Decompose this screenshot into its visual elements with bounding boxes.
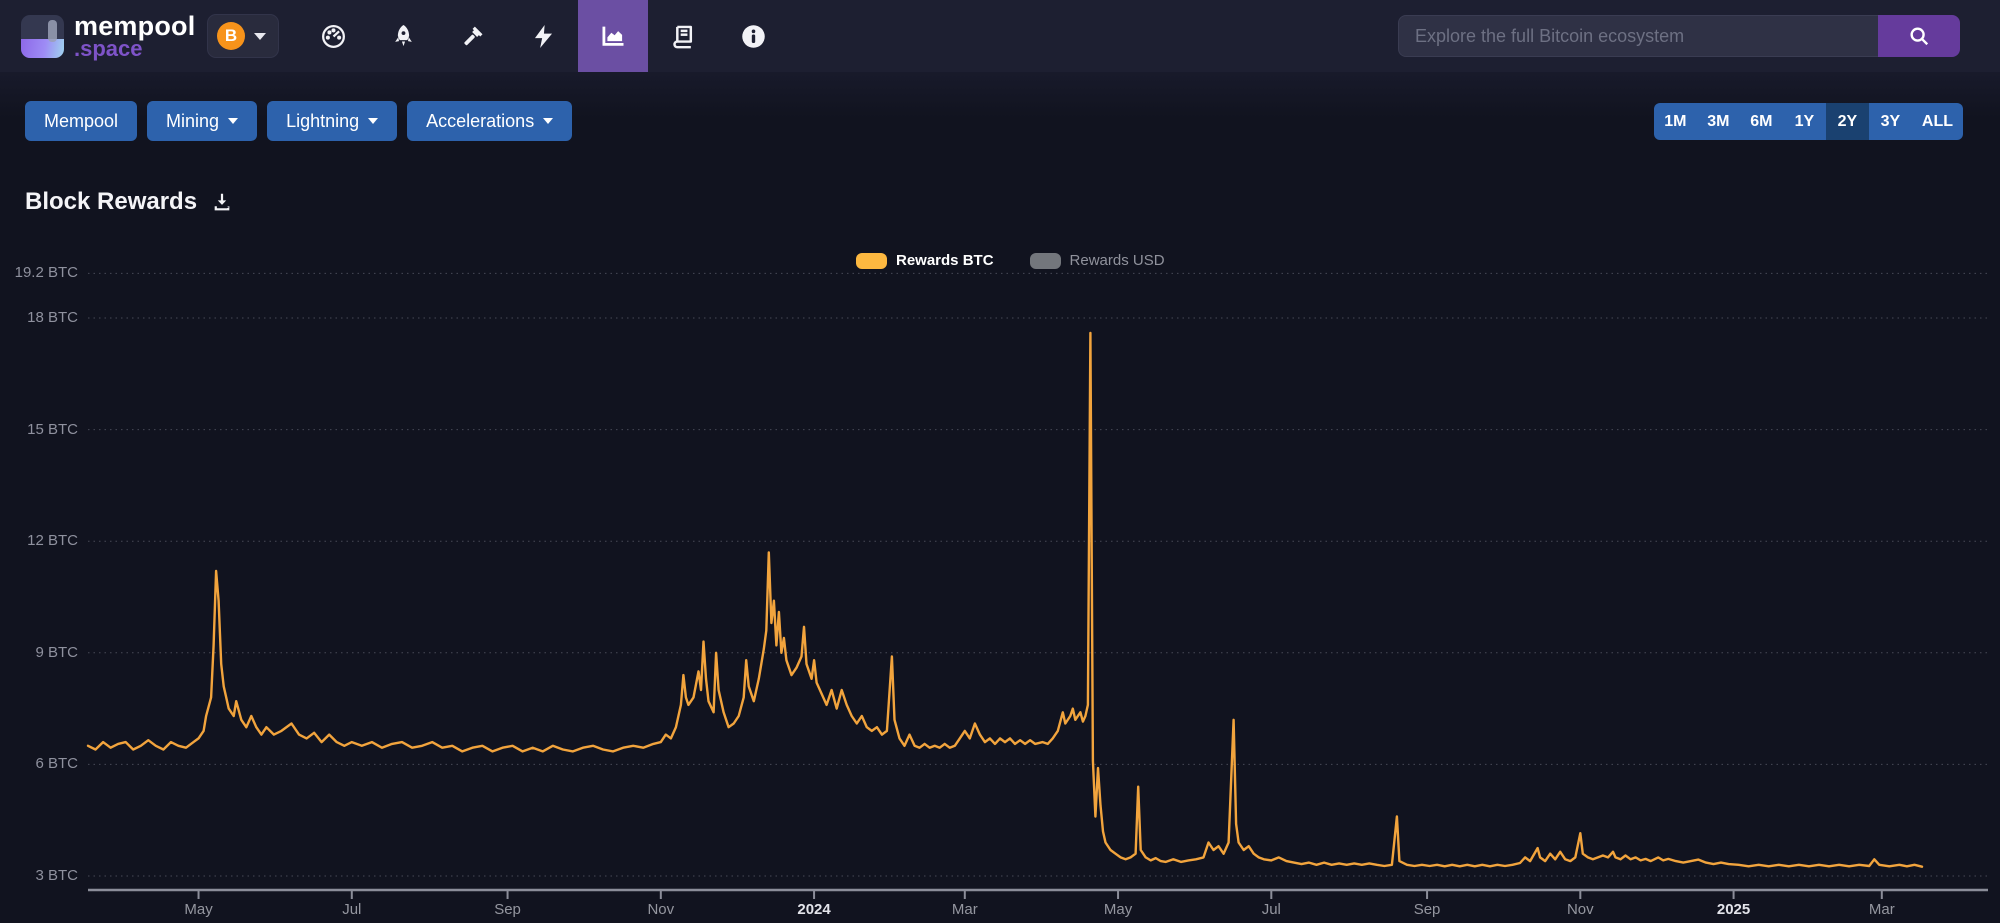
chevron-down-icon xyxy=(228,118,239,124)
range-button-1m[interactable]: 1M xyxy=(1653,103,1697,140)
legend-label: Rewards BTC xyxy=(896,252,994,269)
search-bar xyxy=(1398,15,1960,57)
page-title: Block Rewards xyxy=(25,188,198,215)
x-axis-label: May xyxy=(184,901,213,918)
main-nav xyxy=(298,0,788,72)
bitcoin-icon: B xyxy=(217,22,245,50)
menu-button-label: Mempool xyxy=(44,110,119,131)
search-button[interactable] xyxy=(1878,15,1960,57)
nav-rocket-icon[interactable] xyxy=(368,0,438,72)
chevron-down-icon xyxy=(543,118,554,124)
accelerations-menu-button[interactable]: Accelerations xyxy=(407,101,573,141)
x-axis-label: Nov xyxy=(1566,901,1594,918)
menu-button-label: Mining xyxy=(166,110,220,131)
chart-legend: Rewards BTC Rewards USD xyxy=(856,252,1165,269)
x-axis-label: Jul xyxy=(1261,901,1281,918)
y-axis-label: 15 BTC xyxy=(27,420,78,438)
rewards-btc-swatch xyxy=(856,252,887,269)
rewards-usd-swatch xyxy=(1029,252,1061,269)
y-axis-label: 18 BTC xyxy=(27,309,78,326)
legend-label: Rewards USD xyxy=(1069,252,1165,269)
menu-button-label: Accelerations xyxy=(426,110,535,131)
y-axis-label: 19.2 BTC xyxy=(14,264,78,282)
x-axis-label: Mar xyxy=(1868,901,1895,918)
search-input[interactable] xyxy=(1398,15,1878,57)
nav-docs-book-icon[interactable] xyxy=(648,0,718,72)
x-axis-label: Sep xyxy=(494,901,521,918)
time-range-selector: 1M 3M 6M 1Y 2Y 3Y ALL xyxy=(1653,103,1963,140)
mining-menu-button[interactable]: Mining xyxy=(147,101,258,141)
x-axis-label: Nov xyxy=(647,901,675,918)
rewards-btc-line xyxy=(86,331,1924,868)
menu-button-label: Lightning xyxy=(286,110,360,131)
x-axis-label: Sep xyxy=(1413,901,1441,918)
range-button-6m[interactable]: 6M xyxy=(1739,103,1783,140)
brand-tld: .space xyxy=(74,36,143,61)
nav-lightning-icon[interactable] xyxy=(508,0,578,72)
nav-graphs-chart-icon[interactable] xyxy=(578,0,648,72)
legend-item-rewards-btc[interactable]: Rewards BTC xyxy=(856,252,994,269)
x-axis-label: 2024 xyxy=(797,901,831,918)
brand-logo[interactable]: mempool .space xyxy=(21,11,196,61)
y-axis-label: 6 BTC xyxy=(35,755,78,773)
network-selector-dropdown[interactable]: B xyxy=(207,14,279,58)
y-axis-label: 12 BTC xyxy=(27,532,78,550)
range-button-all[interactable]: ALL xyxy=(1911,103,1963,140)
y-axis-label: 3 BTC xyxy=(35,867,78,884)
range-button-2y[interactable]: 2Y xyxy=(1825,103,1869,140)
x-axis-label: May xyxy=(1103,901,1133,918)
nav-about-info-icon[interactable] xyxy=(718,0,788,72)
nav-mining-hammer-icon[interactable] xyxy=(438,0,508,72)
search-icon xyxy=(1910,27,1929,46)
nav-dashboard-gauge-icon[interactable] xyxy=(298,0,368,72)
chevron-down-icon xyxy=(254,32,266,40)
range-button-3y[interactable]: 3Y xyxy=(1868,103,1912,140)
chart-header: Block Rewards xyxy=(25,188,233,216)
x-axis-label: 2025 xyxy=(1716,901,1751,918)
chevron-down-icon xyxy=(368,118,379,124)
x-axis-label: Mar xyxy=(951,901,978,918)
mempool-logo-icon xyxy=(21,15,64,58)
graph-menu-group: Mempool Mining Lightning Accelerations xyxy=(25,101,573,141)
mempool-menu-button[interactable]: Mempool xyxy=(25,101,138,141)
download-icon xyxy=(214,193,230,211)
y-axis-label: 9 BTC xyxy=(35,643,78,661)
graphs-toolbar: Mempool Mining Lightning Accelerations 1… xyxy=(0,101,2000,141)
range-button-1y[interactable]: 1Y xyxy=(1782,103,1826,140)
x-axis-label: Jul xyxy=(342,901,362,918)
top-navbar: mempool .space B xyxy=(0,0,2000,72)
legend-item-rewards-usd[interactable]: Rewards USD xyxy=(1029,252,1165,269)
download-chart-button[interactable] xyxy=(211,191,233,213)
range-button-3m[interactable]: 3M xyxy=(1696,103,1740,140)
lightning-menu-button[interactable]: Lightning xyxy=(267,101,398,141)
brand-name: mempool xyxy=(74,11,196,41)
